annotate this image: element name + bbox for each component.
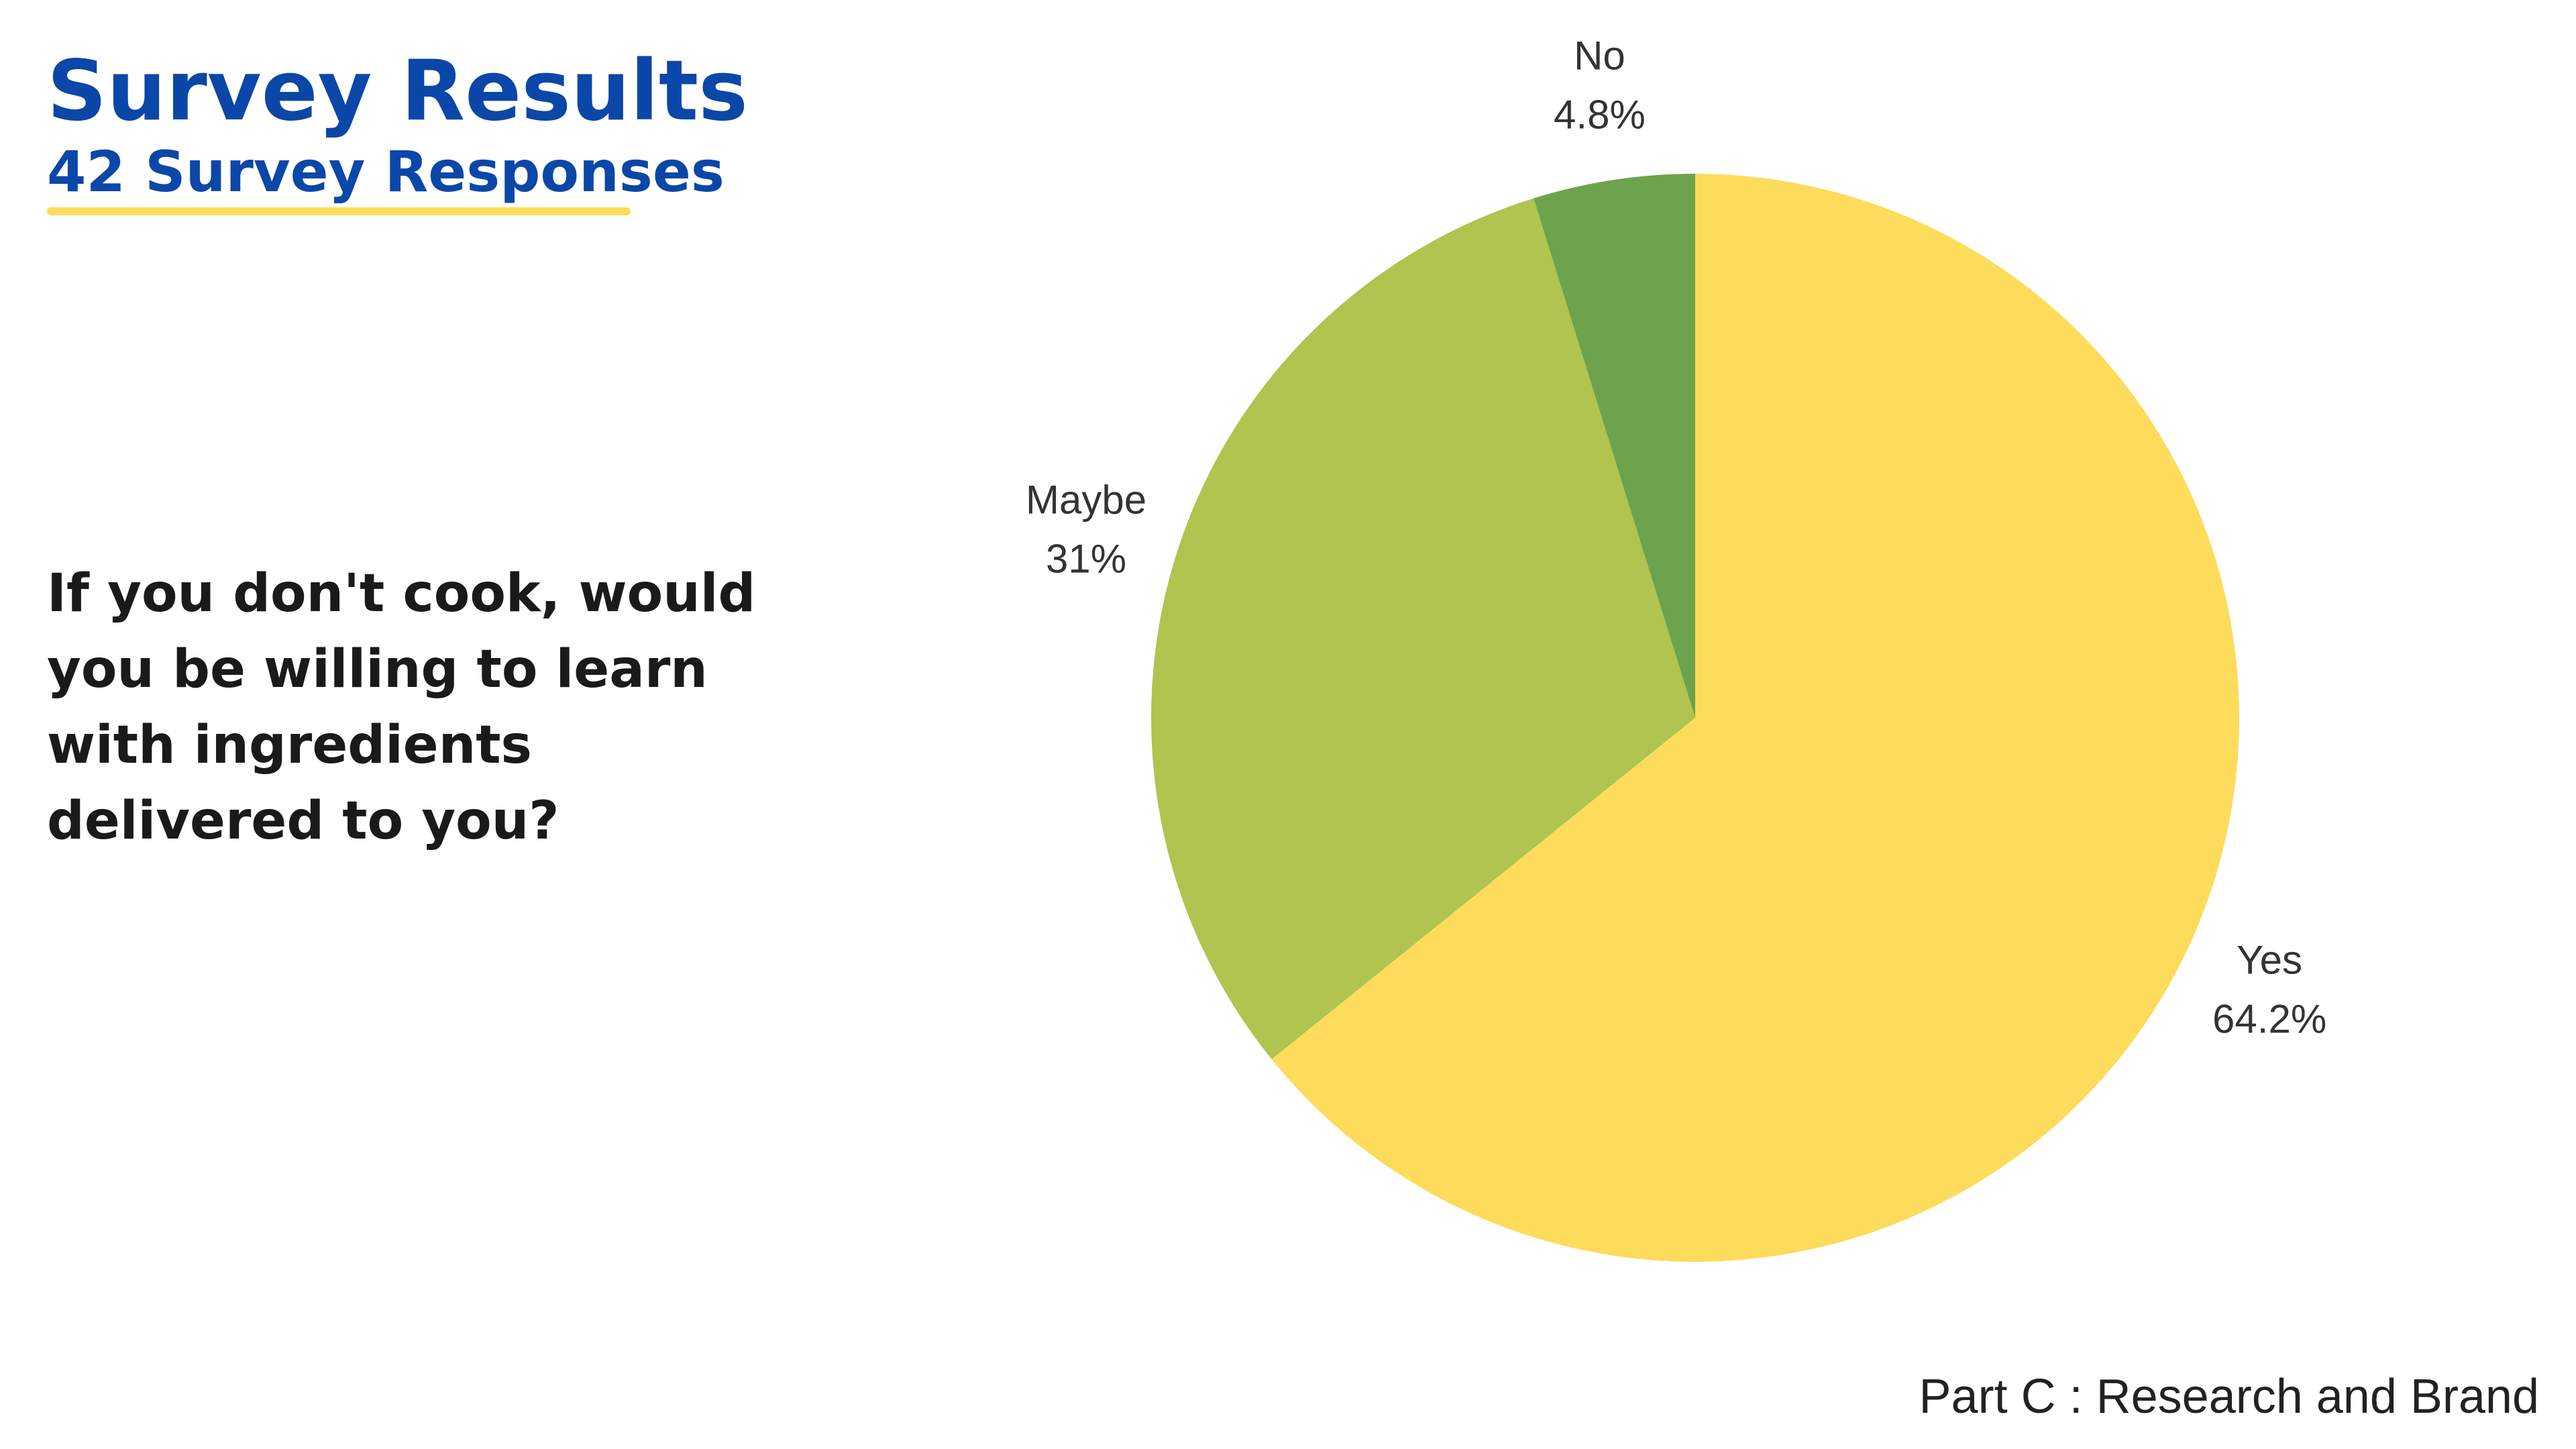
pie-slice	[1151, 198, 1695, 1060]
slice-value-label: 31%	[1046, 537, 1126, 582]
chart-subtitle: 42 Survey Responses	[47, 139, 724, 205]
question-line: you be willing to learn	[47, 639, 708, 700]
slice-value-label: 4.8%	[1554, 93, 1646, 138]
pie-slice	[1534, 174, 1695, 718]
slice-category-label: Maybe	[1026, 478, 1146, 523]
footer: Part C : Research and Brand	[1919, 1370, 2539, 1424]
question-line: delivered to you?	[47, 791, 559, 851]
question-line: with ingredients	[47, 715, 532, 775]
question-line: If you don't cook, would	[47, 564, 755, 624]
chart-title: Survey Results	[47, 43, 748, 140]
title-underline	[47, 207, 631, 215]
pie-slice	[1271, 174, 2239, 1262]
slice-value-label: 64.2%	[2212, 996, 2326, 1041]
pie: Yes 64.2% Maybe 31% No 4.8%	[1026, 34, 2326, 1262]
slice-category-label: Yes	[2237, 937, 2302, 982]
slice-category-label: No	[1574, 34, 1625, 78]
question: If you don't cook, would you be willing t…	[47, 564, 755, 851]
